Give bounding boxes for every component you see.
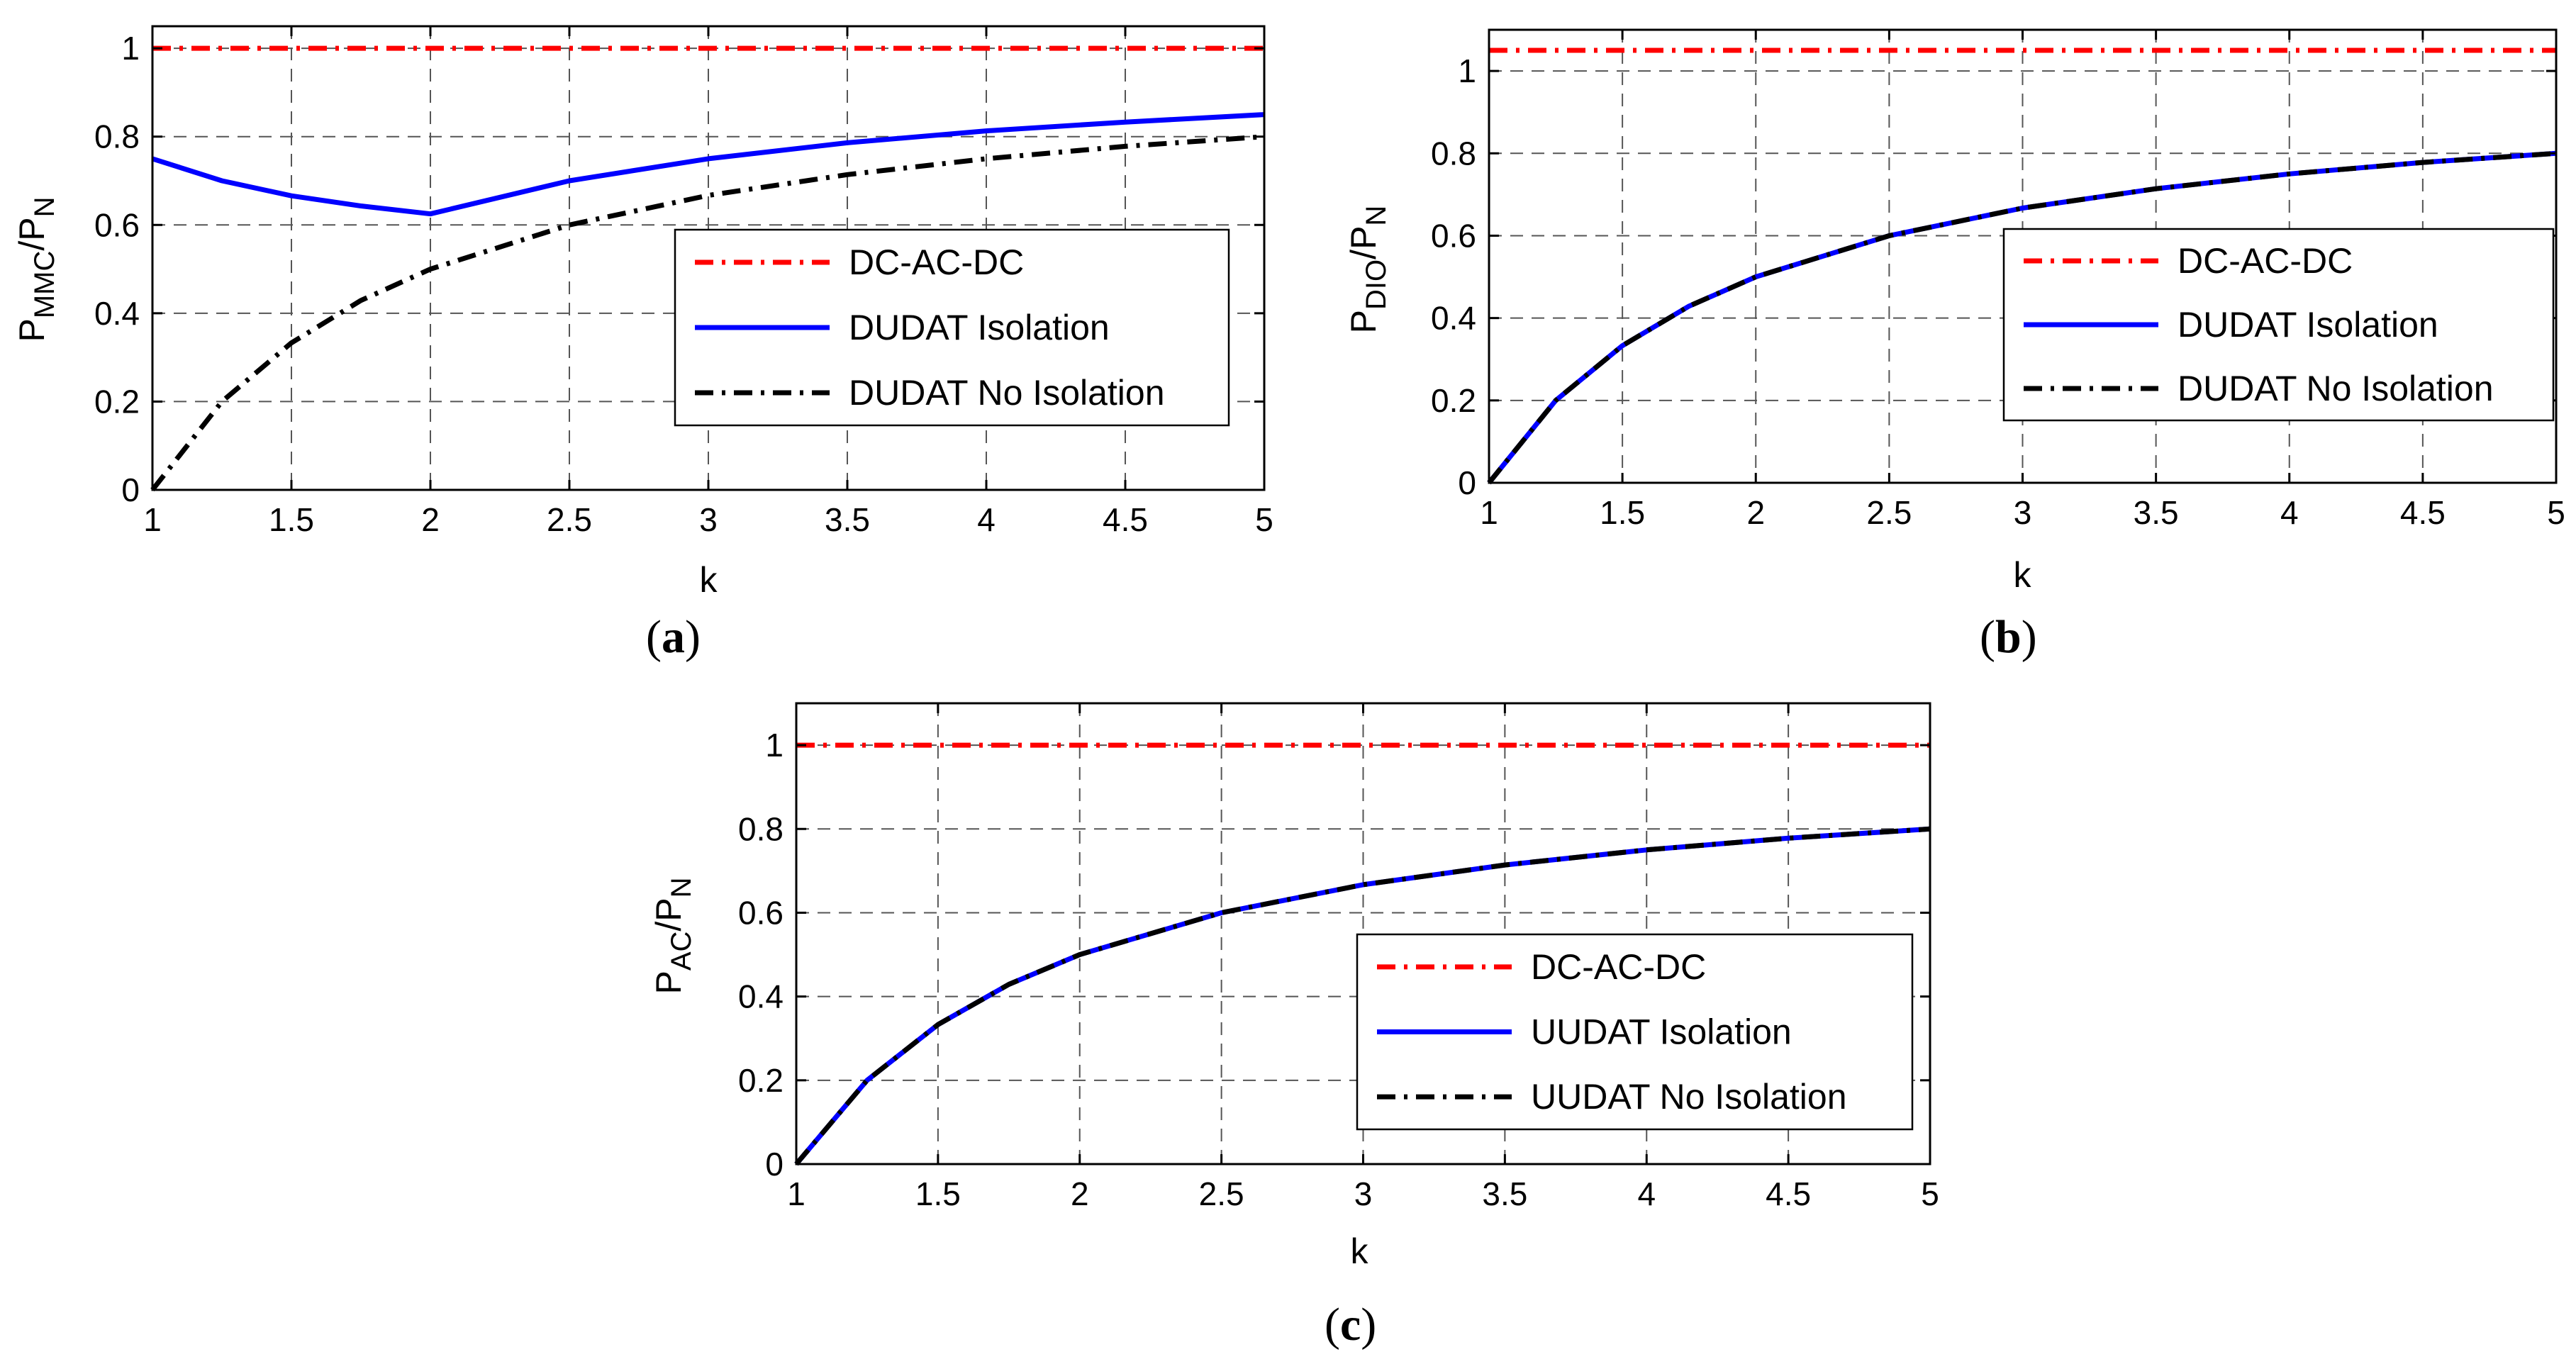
y-tick-label: 0.2 xyxy=(94,383,140,420)
panel-paren-close: ) xyxy=(1361,1299,1376,1351)
y-label-sub: AC xyxy=(666,932,697,971)
y-label-main: P xyxy=(1344,310,1383,333)
y-label-main: P xyxy=(649,971,688,994)
x-tick-label: 3.5 xyxy=(2134,494,2179,531)
chart-b: 1 1.5 2 2.5 3 3.5 4 4.5 500.20.40.60.81kPDIO/PND… xyxy=(1344,28,2565,663)
x-tick-label: 1.5 xyxy=(269,501,314,538)
legend-label-2: DUDAT No Isolation xyxy=(849,373,1165,413)
y-tick-label: 0.4 xyxy=(94,295,140,332)
x-tick-label: 3 xyxy=(1354,1175,1373,1212)
y-tick-label: 0 xyxy=(1458,464,1476,501)
panel-paren-open: ( xyxy=(1980,611,1995,663)
series-line-2 xyxy=(150,134,1265,492)
panel-letter: b xyxy=(1995,611,2022,663)
panel-label: (c) xyxy=(1325,1299,1376,1351)
x-tick-label: 1 xyxy=(143,501,162,538)
x-tick-label: 4.5 xyxy=(2400,494,2446,531)
panel-paren-open: ( xyxy=(1325,1299,1340,1351)
x-tick-label: 2.5 xyxy=(1866,494,1912,531)
legend-label-1: UUDAT Isolation xyxy=(1531,1012,1792,1052)
x-tick-label: 5 xyxy=(2547,494,2565,531)
panel-letter: a xyxy=(662,611,685,663)
legend: DC-AC-DC DUDAT Isolation DUDAT No Isolatio… xyxy=(674,228,1230,427)
y-label-sub2: N xyxy=(29,196,60,217)
legend-label-0: DC-AC-DC xyxy=(849,242,1024,282)
x-tick-label: 1.5 xyxy=(915,1175,961,1212)
x-tick-label: 1 xyxy=(787,1175,805,1212)
y-tick-label: 1 xyxy=(765,727,784,764)
legend-label-2: UUDAT No Isolation xyxy=(1531,1077,1847,1117)
y-tick-label: 0.8 xyxy=(94,118,140,155)
y-label-main: P xyxy=(12,318,52,342)
panel-paren-close: ) xyxy=(2022,611,2037,663)
y-tick-label: 0.6 xyxy=(94,206,140,243)
y-label-sep: /P xyxy=(1344,226,1383,259)
x-axis-label: k xyxy=(1351,1231,1369,1271)
legend-label-0: DC-AC-DC xyxy=(2178,241,2353,281)
x-tick-label: 4 xyxy=(2280,494,2299,531)
x-tick-label: 2 xyxy=(421,501,440,538)
series-line-2 xyxy=(1487,150,2557,485)
x-tick-label: 4 xyxy=(1637,1175,1656,1212)
x-tick-label: 2.5 xyxy=(547,501,592,538)
x-tick-label: 1 xyxy=(1480,494,1498,531)
x-tick-label: 4.5 xyxy=(1103,501,1148,538)
legend: DC-AC-DC DUDAT Isolation DUDAT No Isolatio… xyxy=(2002,228,2555,422)
x-tick-label: 2 xyxy=(1746,494,1765,531)
x-tick-label: 3 xyxy=(2014,494,2032,531)
panel-letter: c xyxy=(1340,1299,1361,1351)
y-tick-label: 0.2 xyxy=(738,1062,784,1099)
chart-c: 1 1.5 2 2.5 3 3.5 4 4.5 5 0 0.2 0.4 0.6 0.8 1 k PAC/PN DC… xyxy=(649,702,1939,1351)
x-tick-label: 3.5 xyxy=(1482,1175,1527,1212)
y-axis-label: PMMC/PN xyxy=(12,196,60,342)
panel-paren-open: ( xyxy=(646,611,662,663)
y-tick-label: 0.6 xyxy=(738,894,784,931)
x-axis-label: k xyxy=(700,560,718,600)
chart-a: 1 1.5 2 2.5 3 3.5 4 4.5 5 0 0.2 0.4 0.6 0.8 1 k PMMC/PN D… xyxy=(12,25,1273,663)
y-tick-label: 0 xyxy=(765,1146,784,1183)
y-axis-label: PAC/PN xyxy=(649,877,697,994)
y-label-sep: /P xyxy=(12,217,52,250)
x-tick-label: 5 xyxy=(1921,1175,1939,1212)
legend-label-0: DC-AC-DC xyxy=(1531,947,1706,987)
x-tick-label: 3.5 xyxy=(825,501,870,538)
x-tick-label: 3 xyxy=(699,501,718,538)
x-axis-label: k xyxy=(2014,555,2032,595)
y-tick-label: 0 xyxy=(121,471,140,508)
y-tick-label: 0.6 xyxy=(1431,217,1476,254)
x-tick-label: 4.5 xyxy=(1766,1175,1811,1212)
y-tick-label: 0.2 xyxy=(1431,382,1476,419)
y-tick-label: 1 xyxy=(121,30,140,67)
legend-label-1: DUDAT Isolation xyxy=(849,308,1110,347)
y-tick-label: 1 xyxy=(1458,52,1476,89)
legend-label-2: DUDAT No Isolation xyxy=(2178,369,2494,408)
x-tick-label: 5 xyxy=(1255,501,1273,538)
y-tick-label: 0.4 xyxy=(1431,300,1476,337)
y-axis-label: PDIO/PN xyxy=(1344,206,1392,334)
y-tick-label: 0.8 xyxy=(738,810,784,847)
y-tick-label: 0.4 xyxy=(738,978,784,1015)
y-label-sub2: N xyxy=(1361,206,1392,226)
x-tick-label: 4 xyxy=(977,501,996,538)
y-tick-label: 0.8 xyxy=(1431,135,1476,172)
y-label-sub: DIO xyxy=(1361,259,1392,310)
panel-label: (b) xyxy=(1980,611,2037,663)
y-label-sub: MMC xyxy=(29,251,60,319)
legend-label-1: DUDAT Isolation xyxy=(2178,305,2438,345)
x-tick-label: 2 xyxy=(1071,1175,1089,1212)
x-tick-label: 1.5 xyxy=(1600,494,1645,531)
panel-paren-close: ) xyxy=(685,611,701,663)
panel-label: (a) xyxy=(646,611,701,663)
y-label-sep: /P xyxy=(649,898,688,931)
legend: DC-AC-DC UUDAT Isolation UUDAT No Isolatio… xyxy=(1356,933,1914,1131)
series-line-1 xyxy=(151,112,1265,217)
y-label-sub2: N xyxy=(666,877,697,898)
series-line-2 xyxy=(794,826,1931,1166)
x-tick-label: 2.5 xyxy=(1199,1175,1244,1212)
